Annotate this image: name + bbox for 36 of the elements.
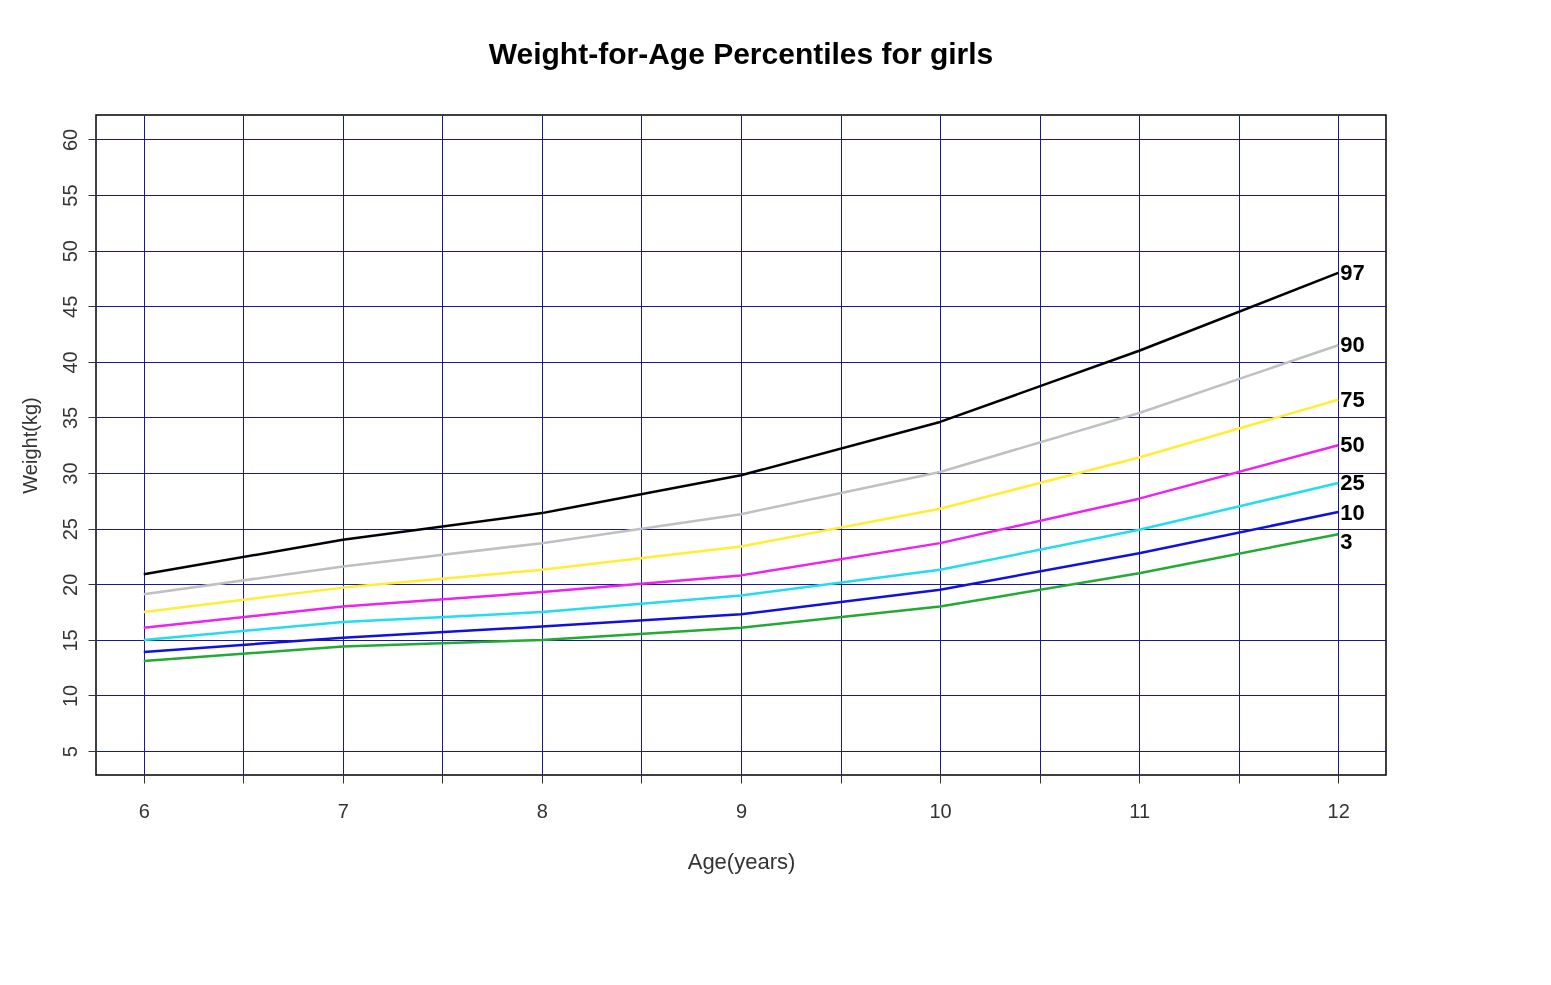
line-series: [142, 532, 1340, 663]
x-tick-label: 11: [1129, 799, 1151, 822]
line-series: [142, 271, 1340, 576]
y-tick-label: 60: [58, 128, 81, 152]
series-label: 50: [1340, 432, 1365, 458]
series-label: 75: [1340, 386, 1365, 412]
y-tick-label: 55: [58, 184, 81, 207]
y-tick-label: 10: [58, 684, 81, 708]
series-label: 97: [1340, 259, 1365, 285]
x-tick-label: 6: [138, 799, 150, 822]
y-tick-label: 20: [58, 573, 81, 596]
y-tick-label: 30: [58, 462, 81, 485]
series-label: 10: [1340, 499, 1365, 525]
y-tick-label: 25: [58, 518, 81, 541]
chart-title: Weight-for-Age Percentiles for girls: [488, 37, 994, 70]
line-series: [142, 481, 1340, 642]
y-tick-label: 15: [58, 629, 81, 652]
series-label: 25: [1340, 470, 1365, 496]
y-tick-label: 35: [58, 406, 81, 430]
y-tick-label: 45: [58, 295, 81, 318]
y-tick-label: 5: [58, 746, 81, 758]
series-label: 3: [1340, 529, 1353, 555]
x-tick-label: 10: [929, 799, 952, 822]
x-tick-label: 8: [536, 799, 548, 822]
x-tick-label: 9: [735, 799, 748, 822]
x-tick-label: 7: [337, 799, 349, 822]
y-tick-label: 50: [58, 240, 81, 263]
x-axis-title: Age(years): [687, 848, 796, 874]
x-tick-label: 12: [1327, 799, 1350, 822]
line-series: [142, 343, 1340, 596]
series-label: 90: [1340, 332, 1365, 358]
y-axis-title: Weight(kg): [18, 397, 41, 494]
line-series: [142, 398, 1340, 614]
line-series: [142, 444, 1340, 629]
line-series: [142, 510, 1340, 654]
y-tick-label: 40: [58, 351, 81, 374]
